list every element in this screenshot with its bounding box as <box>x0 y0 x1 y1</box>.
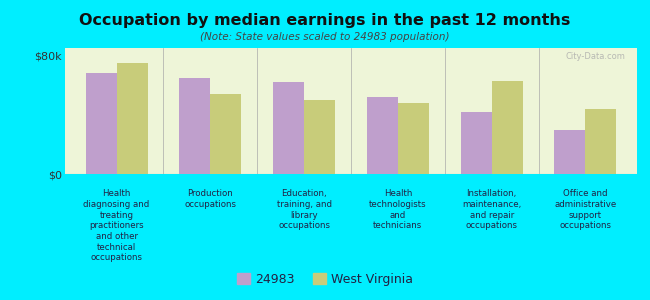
Text: Health
diagnosing and
treating
practitioners
and other
technical
occupations: Health diagnosing and treating practitio… <box>83 189 150 262</box>
Bar <box>304 100 335 174</box>
Bar <box>491 81 523 174</box>
Bar <box>367 97 398 174</box>
Text: Occupation by median earnings in the past 12 months: Occupation by median earnings in the pas… <box>79 14 571 28</box>
Bar <box>273 82 304 174</box>
Text: Health
technologists
and
technicians: Health technologists and technicians <box>369 189 426 230</box>
Bar <box>398 103 429 174</box>
Text: Production
occupations: Production occupations <box>185 189 237 209</box>
Bar <box>554 130 586 174</box>
Bar <box>116 63 148 174</box>
Bar <box>211 94 241 174</box>
Text: (Note: State values scaled to 24983 population): (Note: State values scaled to 24983 popu… <box>200 32 450 41</box>
Text: Office and
administrative
support
occupations: Office and administrative support occupa… <box>554 189 617 230</box>
Legend: 24983, West Virginia: 24983, West Virginia <box>233 268 417 291</box>
Text: Education,
training, and
library
occupations: Education, training, and library occupat… <box>277 189 332 230</box>
Bar <box>461 112 491 174</box>
Bar <box>86 73 116 174</box>
Bar <box>586 109 616 174</box>
Text: Installation,
maintenance,
and repair
occupations: Installation, maintenance, and repair oc… <box>462 189 521 230</box>
Text: City-Data.com: City-Data.com <box>566 52 625 61</box>
Bar <box>179 78 211 174</box>
